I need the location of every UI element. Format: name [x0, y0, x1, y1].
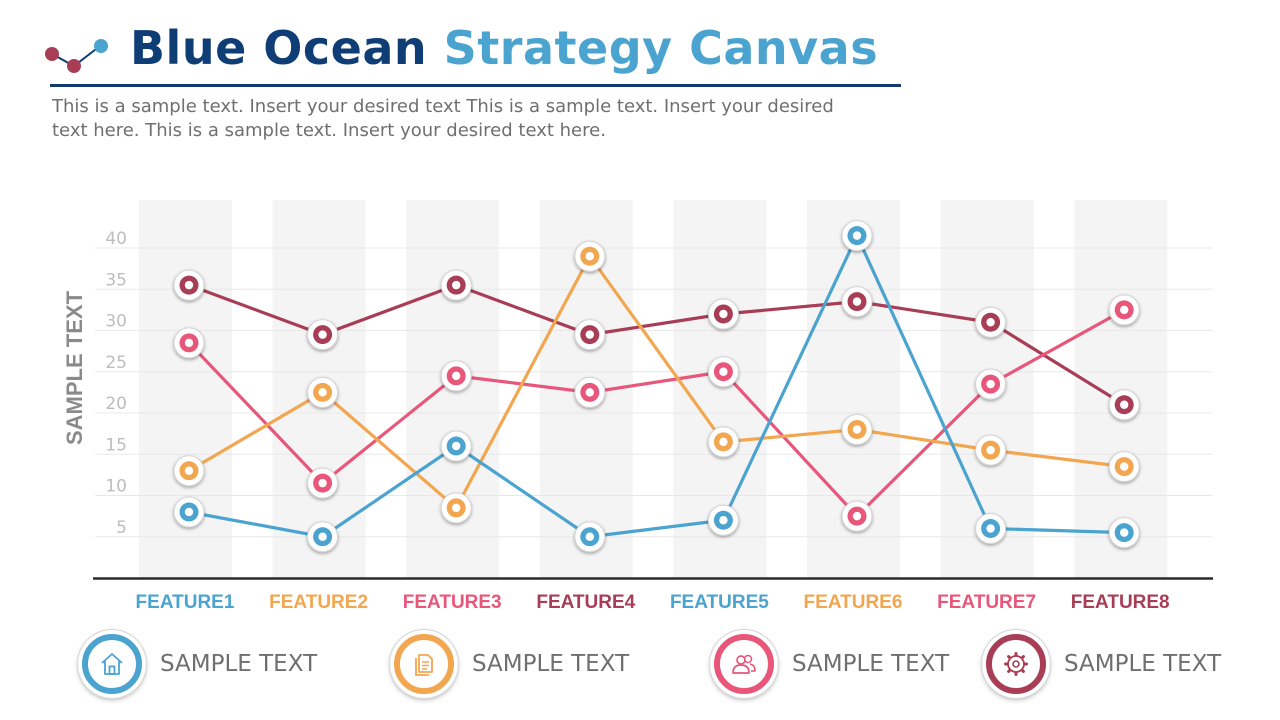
document-icon: [415, 654, 433, 676]
data-point: [574, 376, 606, 408]
data-point: [440, 360, 472, 392]
description-text: This is a sample text. Insert your desir…: [52, 96, 834, 141]
data-point: [841, 500, 873, 532]
x-tick-label: FEATURE7: [937, 592, 1036, 613]
legend-badge: [982, 630, 1050, 698]
x-tick-label: FEATURE2: [269, 592, 368, 613]
legend-label: SAMPLE TEXT: [792, 651, 950, 677]
strategy-line-chart: 5 10 15 20 25 30 35 40 SAMPLE TEXT FEATURE1 FEATUR…: [62, 200, 1213, 613]
y-tick-label: 35: [105, 270, 127, 290]
y-tick-label: 25: [105, 353, 127, 373]
legend-badge: [390, 630, 458, 698]
data-point: [574, 319, 606, 351]
data-point: [707, 356, 739, 388]
logo-icon: [45, 39, 108, 73]
data-point: [173, 269, 205, 301]
data-point: [173, 455, 205, 487]
legend-badge: [78, 630, 146, 698]
y-tick-label: 15: [105, 435, 127, 455]
home-icon: [101, 653, 123, 675]
data-point: [841, 286, 873, 318]
legend-badge: [710, 630, 778, 698]
data-point: [307, 521, 339, 553]
x-tick-label: FEATURE3: [403, 592, 502, 613]
x-tick-label: FEATURE5: [670, 592, 769, 613]
data-point: [440, 269, 472, 301]
series-line-2: [187, 308, 1125, 518]
legend-label: SAMPLE TEXT: [160, 651, 318, 677]
x-tick-label: FEATURE1: [136, 592, 235, 613]
y-tick-label: 20: [105, 394, 127, 414]
series-line-3: [188, 254, 1125, 510]
data-point: [975, 513, 1007, 544]
data-point: [1108, 294, 1140, 326]
data-point: [1108, 389, 1140, 421]
data-point: [841, 220, 873, 252]
title-underline: [50, 84, 901, 87]
data-point: [307, 319, 339, 351]
page-title: Blue Ocean Strategy Canvas: [130, 20, 878, 76]
title-part-light: Strategy Canvas: [443, 21, 879, 75]
x-tick-label: FEATURE4: [536, 592, 635, 613]
x-tick-label: FEATURE8: [1071, 592, 1170, 613]
y-tick-label: 5: [116, 518, 127, 538]
data-point: [975, 306, 1007, 338]
x-tick-label: FEATURE6: [804, 592, 903, 613]
legend-label: SAMPLE TEXT: [472, 651, 630, 677]
column-band: [1074, 200, 1168, 578]
y-axis-label: SAMPLE TEXT: [62, 290, 87, 445]
data-point: [440, 492, 472, 524]
legend-label: SAMPLE TEXT: [1064, 651, 1222, 677]
data-point: [707, 298, 739, 330]
y-tick-label: 10: [105, 477, 127, 497]
data-point: [841, 414, 873, 445]
data-point: [574, 521, 606, 553]
series-line-4: [188, 234, 1125, 539]
data-point: [1108, 451, 1140, 483]
y-tick-label: 40: [105, 229, 127, 249]
series-line-1: [188, 283, 1126, 407]
data-point: [707, 504, 739, 536]
data-point: [173, 496, 205, 528]
data-point: [1108, 517, 1140, 549]
data-point: [440, 430, 472, 462]
data-point: [307, 376, 339, 408]
title-part-dark: Blue Ocean: [130, 21, 428, 75]
data-point: [975, 368, 1007, 400]
data-point: [173, 327, 205, 359]
data-point: [574, 240, 606, 272]
data-point: [307, 467, 339, 499]
users-icon: [732, 654, 756, 674]
data-point: [975, 434, 1007, 466]
gear-icon: [1004, 652, 1028, 676]
data-point: [707, 426, 739, 458]
y-tick-label: 30: [105, 312, 127, 332]
